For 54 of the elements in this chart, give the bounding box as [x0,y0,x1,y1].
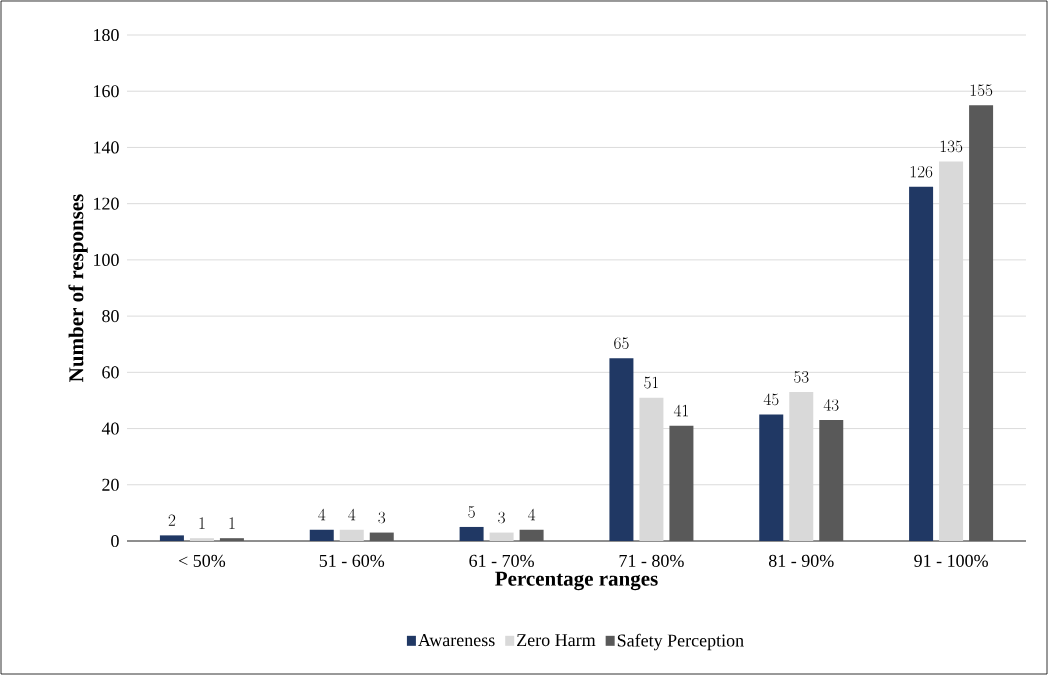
y-tick-label: 120 [94,197,119,210]
x-tick-label: 61 - 70% [469,554,534,567]
bar [909,186,934,541]
y-tick-label: 0 [111,534,119,548]
data-label: 5 [468,506,475,518]
data-label: 4 [348,508,356,521]
bar [309,529,334,541]
x-tick-label: < 50% [178,554,226,567]
bar [609,358,634,541]
data-label: 41 [673,404,689,417]
y-tick-label: 80 [102,310,119,323]
y-tick-label: 100 [94,253,119,266]
y-tick-label: 160 [94,85,119,98]
y-tick-label: 180 [94,28,119,42]
bar [159,535,184,541]
data-label: 51 [644,376,659,389]
data-label: 135 [940,140,963,153]
bar [189,538,214,541]
data-label: 65 [614,337,629,350]
bar [459,526,484,541]
bar [759,414,784,541]
y-axis-title: Number of responses [68,194,88,382]
data-label: 45 [763,393,779,406]
bar [369,532,394,541]
legend-label: Zero Harm [517,634,596,647]
x-tick-label: 81 - 90% [768,554,834,567]
bar [969,105,994,541]
y-tick-label: 60 [102,366,119,379]
data-label: 126 [910,165,933,178]
y-tick-label: 20 [102,478,119,491]
data-label: 155 [970,84,993,97]
data-label: 2 [168,514,176,526]
data-label: 1 [199,517,205,529]
data-label: 43 [823,399,839,411]
x-axis-title: Percentage ranges [495,571,658,591]
x-tick-label: 71 - 80% [619,554,684,567]
legend-label: Safety Perception [617,633,744,651]
legend-label: Awareness [418,634,495,647]
data-label: 1 [229,517,235,529]
data-label: 4 [527,508,536,521]
x-tick-label: 51 - 60% [319,554,385,567]
bar [219,538,244,541]
y-tick-label: 140 [94,141,119,154]
bar [669,425,694,541]
x-tick-label: 91 - 100% [914,554,988,567]
y-tick-label: 40 [101,422,119,435]
data-label: 3 [378,511,386,524]
bar [489,532,514,541]
bar [519,529,544,541]
data-label: 3 [498,511,505,524]
bar [339,529,364,541]
bar [819,420,844,541]
data-label: 4 [318,508,326,521]
data-label: 53 [794,371,809,383]
